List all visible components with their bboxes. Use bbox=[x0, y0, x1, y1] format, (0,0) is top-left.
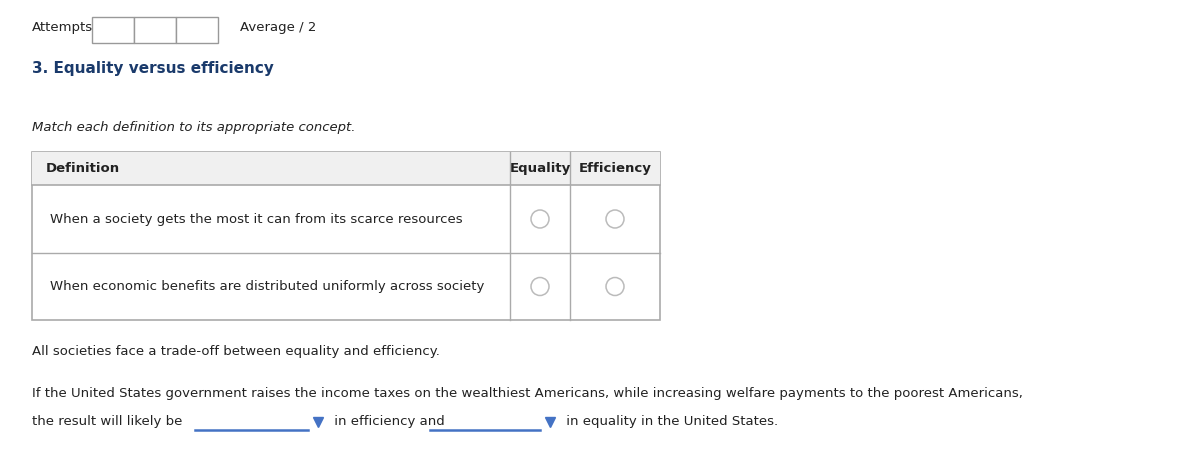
Circle shape bbox=[606, 278, 624, 296]
Bar bbox=[134, 17, 176, 43]
Bar bbox=[32, 152, 660, 320]
Text: the result will likely be: the result will likely be bbox=[32, 415, 182, 429]
Circle shape bbox=[530, 278, 550, 296]
Text: Average / 2: Average / 2 bbox=[240, 22, 317, 34]
Text: Attempts: Attempts bbox=[32, 22, 94, 34]
Bar bbox=[92, 17, 134, 43]
Text: If the United States government raises the income taxes on the wealthiest Americ: If the United States government raises t… bbox=[32, 386, 1022, 399]
Text: When economic benefits are distributed uniformly across society: When economic benefits are distributed u… bbox=[50, 280, 485, 293]
Text: 3. Equality versus efficiency: 3. Equality versus efficiency bbox=[32, 61, 274, 75]
Bar bbox=[176, 17, 218, 43]
Text: in efficiency and: in efficiency and bbox=[330, 415, 445, 429]
Text: Match each definition to its appropriate concept.: Match each definition to its appropriate… bbox=[32, 122, 355, 134]
Circle shape bbox=[606, 210, 624, 228]
Text: in equality in the United States.: in equality in the United States. bbox=[562, 415, 778, 429]
Bar bbox=[32, 152, 660, 185]
Text: Equality: Equality bbox=[509, 162, 571, 175]
Text: All societies face a trade-off between equality and efficiency.: All societies face a trade-off between e… bbox=[32, 346, 440, 358]
Text: Definition: Definition bbox=[46, 162, 120, 175]
Circle shape bbox=[530, 210, 550, 228]
Text: Efficiency: Efficiency bbox=[578, 162, 652, 175]
Text: When a society gets the most it can from its scarce resources: When a society gets the most it can from… bbox=[50, 213, 463, 225]
